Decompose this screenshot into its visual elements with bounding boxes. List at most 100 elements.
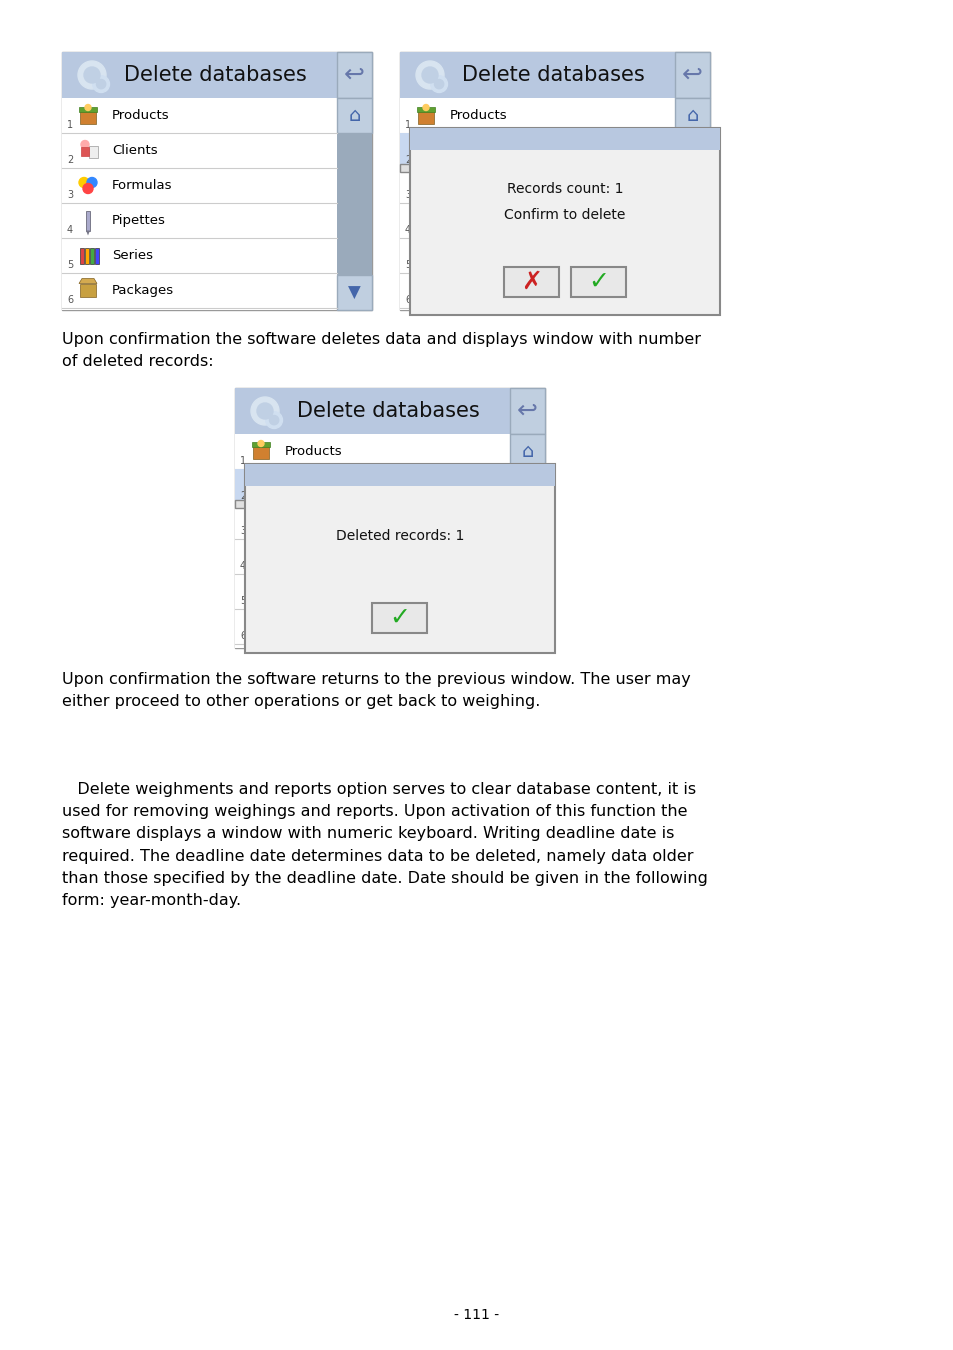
Text: ✓: ✓ xyxy=(389,606,410,630)
Circle shape xyxy=(79,177,89,188)
Circle shape xyxy=(84,68,100,82)
Bar xyxy=(234,500,510,508)
Circle shape xyxy=(92,76,110,93)
Bar xyxy=(234,387,544,648)
Text: Delete databases: Delete databases xyxy=(124,65,307,85)
Bar xyxy=(336,275,372,310)
Bar xyxy=(571,267,625,297)
Bar xyxy=(85,247,89,263)
Bar xyxy=(417,109,434,123)
Text: ▼: ▼ xyxy=(348,284,360,301)
Bar xyxy=(62,99,336,311)
Bar xyxy=(234,468,510,504)
Circle shape xyxy=(87,177,97,188)
Bar xyxy=(62,53,372,310)
Circle shape xyxy=(83,184,92,193)
Bar xyxy=(89,146,98,158)
Bar xyxy=(410,128,720,150)
Bar xyxy=(510,433,544,468)
Polygon shape xyxy=(79,278,97,283)
Text: 6: 6 xyxy=(405,296,411,305)
Polygon shape xyxy=(86,231,90,235)
Bar xyxy=(675,134,709,275)
Bar xyxy=(399,134,675,167)
Circle shape xyxy=(257,440,264,447)
Text: 3: 3 xyxy=(67,190,73,200)
Bar xyxy=(234,387,510,433)
Bar xyxy=(245,464,555,653)
Circle shape xyxy=(416,61,443,89)
Circle shape xyxy=(266,412,282,428)
Bar xyxy=(675,53,709,99)
Bar xyxy=(90,247,94,263)
Text: 4: 4 xyxy=(67,225,73,235)
Text: Upon confirmation the software deletes data and displays window with number
of d: Upon confirmation the software deletes d… xyxy=(62,332,700,369)
Text: 2: 2 xyxy=(240,491,246,501)
Text: Delete databases: Delete databases xyxy=(461,65,644,85)
Circle shape xyxy=(421,68,437,82)
Bar xyxy=(336,134,372,275)
Text: 4: 4 xyxy=(405,225,411,235)
Text: ▼: ▼ xyxy=(520,621,534,640)
Bar xyxy=(80,284,96,297)
Circle shape xyxy=(78,61,106,89)
Text: Records count: 1: Records count: 1 xyxy=(506,181,622,196)
Text: Delete databases: Delete databases xyxy=(296,401,479,421)
Bar xyxy=(503,267,558,297)
Bar xyxy=(253,446,269,459)
Text: 1: 1 xyxy=(240,456,246,466)
Text: ↩: ↩ xyxy=(517,400,537,423)
Bar xyxy=(79,107,97,112)
Bar xyxy=(245,464,555,486)
Text: Packages: Packages xyxy=(112,284,174,297)
Text: 5: 5 xyxy=(240,595,246,606)
Text: 5: 5 xyxy=(405,261,411,270)
Text: Products: Products xyxy=(285,446,342,458)
Text: 2: 2 xyxy=(67,155,73,165)
Text: Deleted records: 1: Deleted records: 1 xyxy=(335,529,464,543)
Circle shape xyxy=(256,404,273,418)
Bar xyxy=(410,128,720,315)
Circle shape xyxy=(434,80,443,89)
Bar xyxy=(80,247,84,263)
Text: 3: 3 xyxy=(405,190,411,200)
Circle shape xyxy=(422,104,429,111)
Bar xyxy=(95,247,99,263)
Circle shape xyxy=(81,140,89,148)
Bar xyxy=(81,147,89,155)
Bar xyxy=(234,433,510,648)
Circle shape xyxy=(251,397,278,425)
Bar xyxy=(399,53,675,99)
Bar xyxy=(416,107,435,112)
Text: Products: Products xyxy=(450,109,507,122)
Text: ✗: ✗ xyxy=(520,270,541,294)
Text: ✓: ✓ xyxy=(587,270,608,294)
Bar xyxy=(675,275,709,310)
Text: Formulas: Formulas xyxy=(112,180,172,192)
Bar xyxy=(675,99,709,134)
Text: ⌂: ⌂ xyxy=(348,107,360,126)
Text: 3: 3 xyxy=(240,526,246,536)
Text: Products: Products xyxy=(112,109,170,122)
Text: Pipettes: Pipettes xyxy=(112,215,166,227)
Text: 1: 1 xyxy=(405,120,411,130)
Text: Clients: Clients xyxy=(112,144,157,157)
Bar xyxy=(86,211,90,231)
Bar xyxy=(372,603,427,633)
Bar xyxy=(252,443,270,447)
Text: ⌂: ⌂ xyxy=(685,107,698,126)
Circle shape xyxy=(269,416,278,425)
Text: ▼: ▼ xyxy=(685,284,699,301)
Circle shape xyxy=(430,76,447,93)
Text: 2: 2 xyxy=(405,155,411,165)
Bar xyxy=(80,109,96,123)
Bar xyxy=(510,468,544,613)
Bar xyxy=(336,53,372,99)
Bar xyxy=(399,53,709,310)
Circle shape xyxy=(85,104,91,111)
Bar xyxy=(62,53,336,99)
Text: 5: 5 xyxy=(67,261,73,270)
Circle shape xyxy=(96,80,106,89)
Text: - 111 -: - 111 - xyxy=(454,1308,499,1322)
Bar xyxy=(510,387,544,433)
